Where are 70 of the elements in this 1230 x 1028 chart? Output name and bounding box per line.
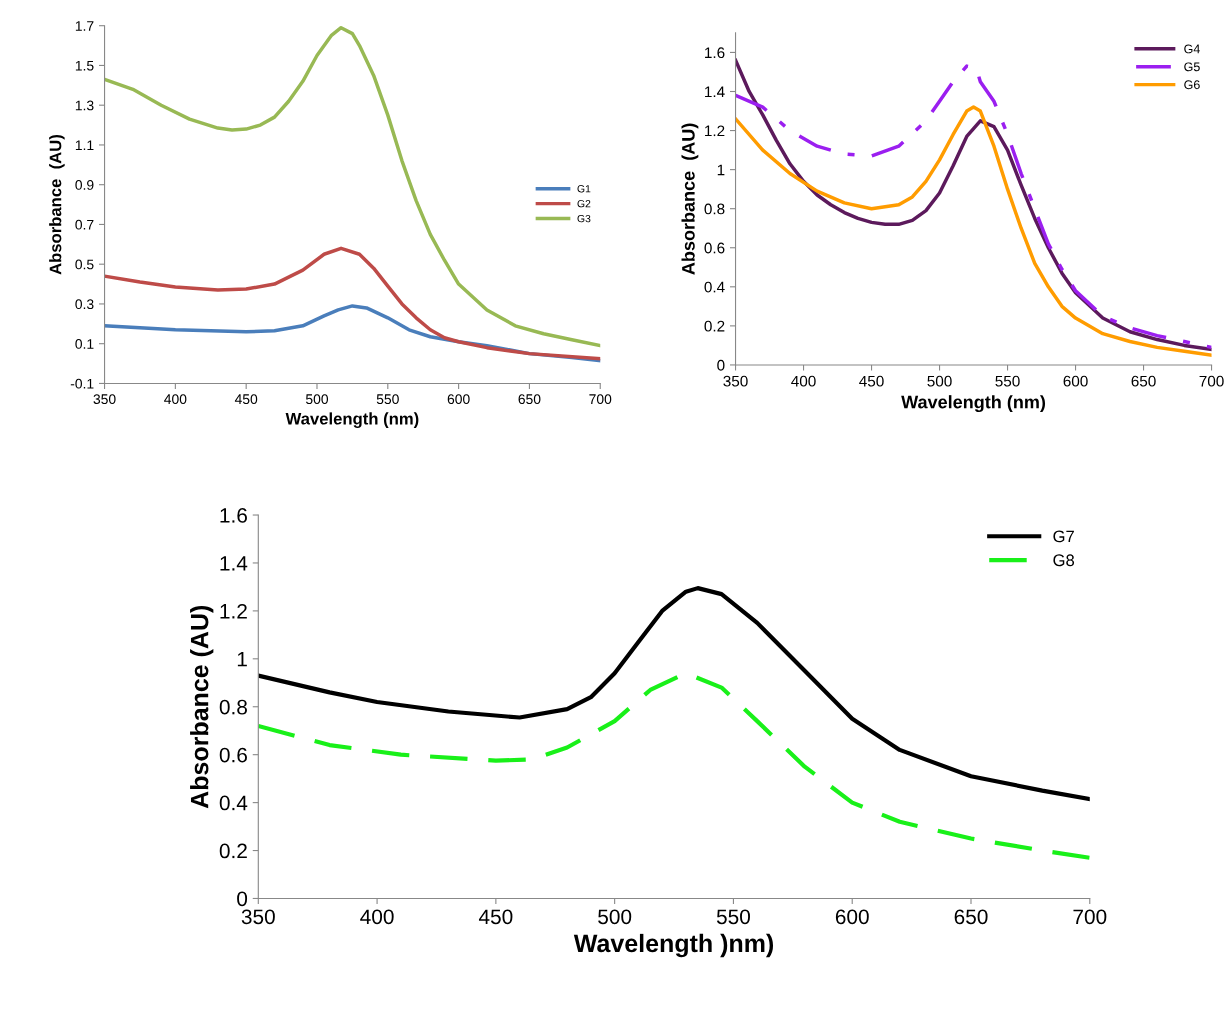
- legend-label: G5: [1184, 62, 1200, 72]
- x-tick-label: 550: [376, 394, 399, 405]
- y-tick-label: 0.1: [75, 339, 94, 349]
- x-tick-label: 650: [518, 394, 541, 405]
- legend-label: G6: [1184, 80, 1200, 90]
- y-tick-label: -0.1: [70, 378, 94, 389]
- x-tick-label: 400: [360, 909, 394, 925]
- y-tick-label: 1.6: [705, 47, 725, 59]
- y-tick-label: 1: [237, 652, 247, 667]
- y-tick-label: 0.4: [219, 795, 248, 811]
- x-tick-label: 500: [598, 909, 632, 925]
- legend-label: G1: [577, 185, 591, 193]
- y-tick-label: 1.3: [75, 100, 94, 111]
- y-axis-title: Absorbance (AU): [49, 135, 65, 275]
- x-tick-label: 700: [589, 394, 612, 405]
- y-tick-label: 0.6: [219, 747, 247, 763]
- x-tick-label: 500: [305, 394, 329, 405]
- y-tick-label: 0.2: [704, 320, 725, 332]
- x-tick-label: 600: [447, 394, 470, 405]
- x-tick-label: 650: [1131, 375, 1156, 387]
- legend-label: G7: [1053, 530, 1074, 543]
- y-tick-label: 0.8: [219, 699, 247, 715]
- x-tick-label: 600: [1063, 375, 1088, 387]
- y-tick-label: 1.5: [75, 60, 94, 71]
- y-tick-label: 1.4: [705, 86, 725, 98]
- x-tick-label: 500: [927, 375, 952, 387]
- legend-label: G2: [577, 199, 591, 208]
- x-tick-label: 400: [164, 394, 187, 405]
- y-tick-label: 0.4: [704, 281, 725, 293]
- line-series: [104, 25, 601, 348]
- x-tick-label: 650: [954, 909, 988, 925]
- x-tick-label: 550: [716, 909, 750, 925]
- y-axis-title: Absorbance (AU): [190, 605, 214, 809]
- y-tick-label: 1: [717, 164, 725, 176]
- y-tick-label: 1.4: [220, 556, 248, 571]
- y-tick-label: 0: [717, 359, 725, 371]
- y-tick-label: 0: [237, 891, 248, 907]
- line-series: [104, 246, 601, 361]
- line-series: [735, 105, 1212, 357]
- y-tick-label: 0.7: [75, 219, 94, 230]
- y-tick-label: 0.5: [75, 259, 94, 270]
- y-axis-title: Absorbance (AU): [681, 123, 699, 275]
- x-tick-label: 350: [93, 394, 116, 405]
- legend-label: G3: [577, 214, 591, 223]
- x-tick-label: 450: [234, 394, 258, 405]
- x-tick-label: 600: [835, 909, 869, 925]
- y-tick-label: 0.6: [704, 242, 725, 254]
- x-tick-label: 400: [791, 375, 816, 387]
- x-tick-label: 450: [859, 375, 884, 387]
- y-tick-label: 1.6: [220, 508, 247, 523]
- x-tick-label: 350: [723, 375, 748, 387]
- x-tick-label: 350: [241, 909, 275, 925]
- y-tick-label: 0.8: [704, 203, 725, 215]
- x-axis-title: Wavelength )nm): [573, 933, 774, 958]
- x-tick-label: 700: [1073, 909, 1107, 925]
- legend-label: G8: [1053, 554, 1075, 567]
- x-axis-title: Wavelength (nm): [901, 395, 1046, 413]
- y-tick-label: 1.2: [705, 125, 725, 137]
- y-tick-label: 0.3: [75, 299, 94, 310]
- line-series: [258, 586, 1090, 802]
- x-tick-label: 450: [478, 909, 513, 925]
- x-tick-label: 550: [995, 375, 1020, 387]
- y-tick-label: 1.2: [220, 603, 247, 619]
- y-tick-label: 0.9: [75, 180, 94, 190]
- x-axis-title: Wavelength (nm): [285, 412, 419, 428]
- y-tick-label: 1.1: [75, 140, 94, 150]
- y-tick-label: 1.7: [75, 21, 94, 31]
- x-tick-label: 700: [1199, 375, 1224, 387]
- legend-label: G4: [1184, 44, 1200, 54]
- y-tick-label: 0.2: [219, 843, 247, 859]
